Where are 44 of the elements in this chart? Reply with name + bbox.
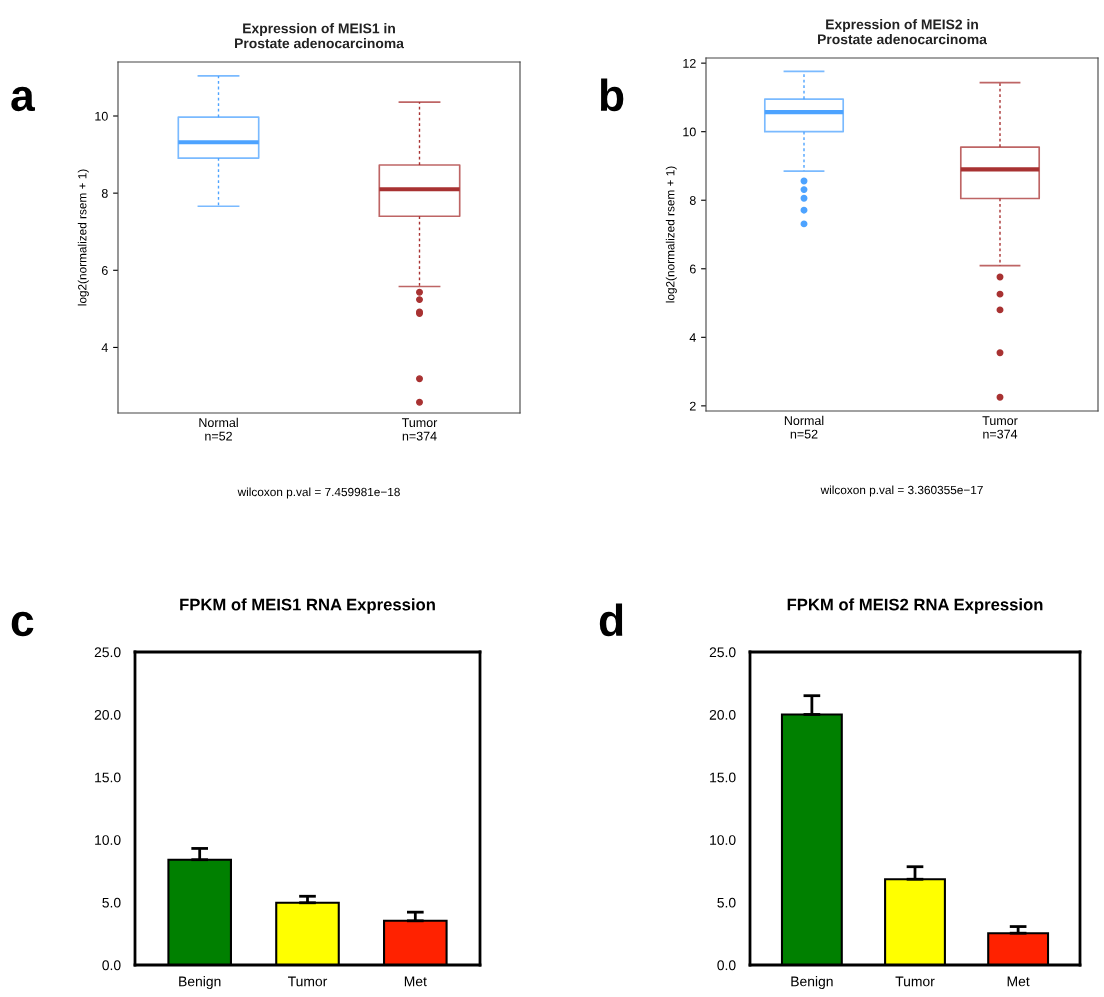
x-tick-label: Met (1007, 976, 1030, 987)
chart-title: Expression of MEIS1 in Prostate adenocarcinoma (235, 23, 404, 49)
y-tick-label: 4 (689, 333, 696, 342)
y-tick-label: 10.0 (710, 835, 736, 845)
y-tick-label: 15.0 (710, 772, 736, 783)
chart-title: FPKM of MEIS1 RNA Expression (180, 598, 435, 614)
x-tick-label: Tumor n=374 (401, 418, 438, 441)
x-tick-label: Normal n=52 (784, 415, 824, 439)
text: d (599, 603, 623, 637)
text: c (11, 611, 34, 637)
x-tick-label: Normal n=52 (199, 417, 238, 441)
x-tick-label: Benign (791, 976, 833, 990)
x-tick-label: Tumor n=374 (982, 416, 1018, 439)
x-tick-label: Tumor (895, 976, 935, 987)
x-tick-label: Tumor (288, 976, 328, 987)
y-tick-label: 25.0 (709, 647, 736, 658)
y-tick-label: 5.0 (102, 897, 121, 908)
y-tick-label: 25.0 (94, 647, 121, 658)
y-tick-label: 10.0 (95, 835, 121, 845)
y-tick-label: 8 (689, 196, 696, 205)
y-tick-label: 15.0 (95, 772, 121, 783)
y-tick-label: 0.0 (102, 960, 121, 971)
y-tick-label: 5.0 (717, 897, 736, 908)
y-tick-label: 6 (689, 264, 696, 274)
text: a (11, 86, 35, 112)
y-tick-label: 20.0 (94, 709, 121, 720)
y-tick-label: 10 (683, 127, 696, 137)
x-tick-label: Benign (179, 976, 221, 990)
y-axis-title: log2(normalized rsem + 1) (77, 169, 89, 306)
text: wilcoxon p.val = 3.360355e−17 (820, 485, 983, 497)
chart-title: FPKM of MEIS2 RNA Expression (787, 598, 1043, 614)
text: b (600, 78, 624, 112)
y-tick-label: 8 (101, 188, 108, 198)
y-tick-label: 2 (689, 401, 696, 411)
y-tick-label: 4 (101, 343, 108, 352)
y-axis-title: log2(normalized rsem + 1) (665, 166, 677, 303)
y-tick-label: 20.0 (709, 709, 736, 720)
text: wilcoxon p.val = 7.459981e−18 (237, 487, 400, 499)
y-tick-label: 0.0 (717, 960, 736, 971)
y-tick-label: 12 (683, 58, 696, 68)
x-tick-label: Met (404, 976, 427, 987)
chart-title: Expression of MEIS2 in Prostate adenocarcinoma (818, 19, 987, 45)
y-tick-label: 6 (101, 266, 108, 275)
y-tick-label: 10 (95, 111, 108, 121)
